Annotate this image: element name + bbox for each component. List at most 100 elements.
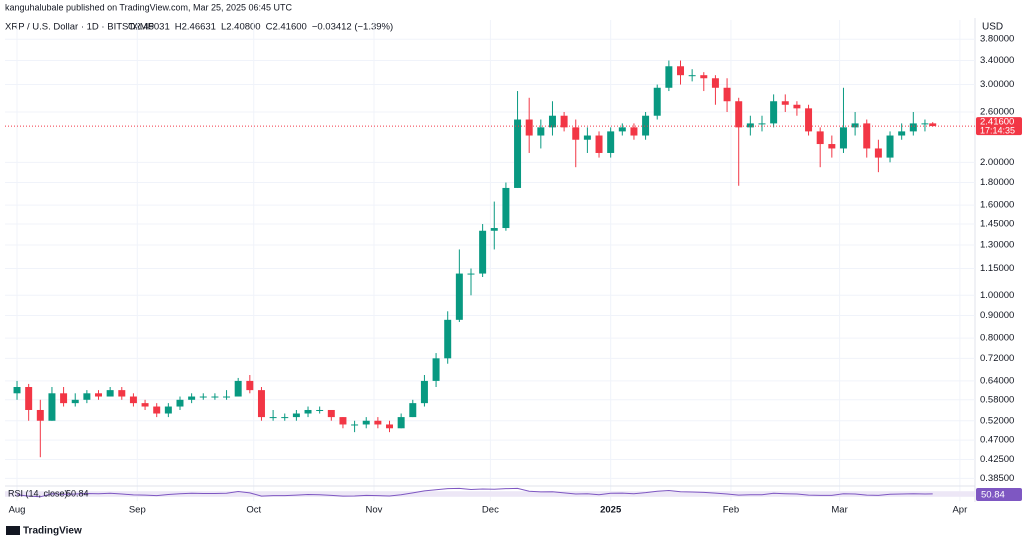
x-tick-label: Dec <box>482 505 499 516</box>
candle-body <box>781 101 789 105</box>
candle-body <box>874 148 882 158</box>
candle-body <box>548 115 556 128</box>
legend-label: O <box>128 22 135 33</box>
rsi-band <box>5 491 975 497</box>
y-tick-label: 0.64000 <box>980 375 1014 386</box>
candle-body <box>13 387 21 394</box>
candle-body <box>374 420 382 425</box>
legend-value: −0.03412 (−1.39%) <box>312 22 393 33</box>
candle-body <box>455 273 463 320</box>
legend-value: 2.45031 <box>135 22 169 33</box>
candle-body <box>304 409 312 414</box>
candle-body <box>758 123 766 125</box>
legend-value: 2.40800 <box>226 22 260 33</box>
symbol: XRP / U.S. Dollar · 1D · BITSTAMP <box>5 22 154 33</box>
y-tick-label: 1.45000 <box>980 219 1014 230</box>
rsi-line <box>16 487 933 498</box>
candle-body <box>48 393 56 421</box>
y-tick-label: 0.38500 <box>980 473 1014 484</box>
candle-body <box>432 358 440 381</box>
y-tick-label: 0.72000 <box>980 353 1014 364</box>
candle-body <box>863 123 871 149</box>
y-tick-label: 3.40000 <box>980 55 1014 66</box>
rsi-value: 50.84 <box>66 488 89 498</box>
candle-body <box>479 230 487 274</box>
candle-body <box>420 380 428 404</box>
candle-body <box>106 390 114 397</box>
candle-body <box>153 406 161 414</box>
x-tick-label: Mar <box>831 505 847 516</box>
candle-body <box>95 393 102 397</box>
candle-body <box>386 424 393 429</box>
y-tick-label: 1.80000 <box>980 177 1014 188</box>
candle-body <box>502 187 510 229</box>
candle-body <box>618 127 626 132</box>
y-tick-label: 1.60000 <box>980 200 1014 211</box>
candle-body <box>839 127 847 149</box>
candle-body <box>525 119 533 136</box>
candle-body <box>234 380 242 397</box>
candle-body <box>514 119 522 188</box>
candle-body <box>71 399 79 404</box>
y-tick-label: 1.15000 <box>980 263 1014 274</box>
legend-label: L <box>221 22 226 33</box>
candle-body <box>665 66 673 88</box>
legend-label: C <box>266 22 273 33</box>
rsi-tag <box>976 488 1022 501</box>
candle-body <box>630 127 638 136</box>
candle-body <box>490 228 498 231</box>
candle-body <box>327 409 335 418</box>
candle-body <box>176 399 184 407</box>
candle-body <box>723 87 731 102</box>
candle-body <box>642 115 650 136</box>
y-tick-label: 0.58000 <box>980 394 1014 405</box>
x-tick-label: Oct <box>246 505 261 516</box>
x-tick-label: Aug <box>9 505 26 516</box>
candle-body <box>257 390 265 418</box>
candle-body <box>711 78 719 88</box>
candle-body <box>362 420 370 425</box>
legend-value: 2.46631 <box>182 22 216 33</box>
candle-body <box>467 273 475 275</box>
candle-body <box>164 406 172 414</box>
brand-logo <box>6 526 20 535</box>
y-tick-label: 1.30000 <box>980 239 1014 250</box>
candle-body <box>118 390 126 397</box>
x-tick-label: 2025 <box>600 505 622 516</box>
candle-body <box>607 131 615 153</box>
candle-body <box>909 123 917 132</box>
candle-body <box>677 66 684 76</box>
candle-body <box>688 75 696 77</box>
candle-body <box>339 417 347 425</box>
countdown: 17:14:35 <box>980 125 1015 135</box>
y-tick-label: 0.90000 <box>980 310 1014 321</box>
rsi-name: RSI (14, close) <box>8 488 68 498</box>
candle-body <box>572 127 580 140</box>
candle-body <box>199 396 207 398</box>
y-tick-label: 0.52000 <box>980 415 1014 426</box>
candle-body <box>60 393 68 404</box>
candle-body <box>36 409 44 421</box>
candle-body <box>560 115 568 128</box>
candle-body <box>292 413 300 418</box>
candle-body <box>583 135 591 140</box>
candle-body <box>537 127 545 136</box>
candle-body <box>828 144 836 149</box>
candle-body <box>129 396 137 404</box>
candle-body <box>805 108 813 132</box>
legend-label: H <box>175 22 182 33</box>
publisher: kanguhalubale published on TradingView.c… <box>5 2 293 12</box>
candle-body <box>223 396 231 398</box>
ohlc-legend: O 2.45031 H 2.46631 L 2.40800 C 2.41600 −0.03412… <box>128 22 393 33</box>
y-tick-label: 0.80000 <box>980 333 1014 344</box>
candle-body <box>851 123 859 128</box>
last-price-tag <box>976 117 1022 136</box>
rsi-tag-label: 50.84 <box>981 490 1005 501</box>
last-price-label: 2.41600 <box>980 117 1014 128</box>
brand-name: TradingView <box>23 526 82 537</box>
x-tick-label: Apr <box>952 505 967 516</box>
candle-body <box>735 101 743 128</box>
candle-body <box>793 104 801 109</box>
candle-body <box>25 387 33 410</box>
candle-body <box>886 135 894 158</box>
